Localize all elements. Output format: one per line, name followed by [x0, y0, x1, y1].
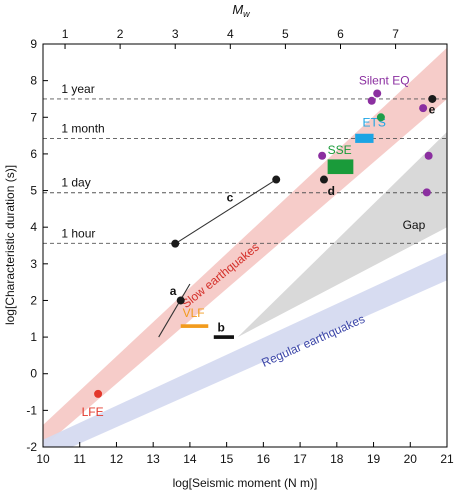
segment-c-line	[174, 179, 277, 245]
x-axis-label: log[Seismic moment (N m)]	[173, 476, 318, 490]
y-tick-label: 6	[30, 147, 37, 161]
y-tick-label: 1	[30, 330, 37, 344]
gap-label: Gap	[403, 218, 426, 232]
top-tick-label: 7	[392, 27, 399, 41]
plot-frame	[42, 43, 448, 448]
y-tick-label: 5	[30, 184, 37, 198]
data-point	[428, 94, 437, 103]
rect-label: SSE	[328, 143, 352, 157]
data-point	[419, 104, 428, 113]
data-point	[319, 175, 328, 184]
reference-line-label: 1 hour	[61, 226, 95, 240]
x-tick-label: 16	[257, 452, 271, 466]
top-axis-label: Mw	[232, 2, 250, 19]
slow-earthquakes-band	[43, 47, 447, 447]
y-tick-label: 3	[30, 257, 37, 271]
slow-earthquakes-label: Slow earthquakes	[179, 240, 262, 311]
data-point	[424, 151, 433, 160]
rect-sse	[327, 159, 354, 175]
top-tick-label: 6	[337, 27, 344, 41]
rect-vlf	[180, 324, 209, 328]
data-point	[367, 96, 376, 105]
segment-a-line	[158, 283, 191, 338]
x-tick-label: 13	[147, 452, 161, 466]
segment-a-endpoint	[176, 296, 185, 305]
x-tick-label: 20	[404, 452, 418, 466]
top-tick-label: 2	[117, 27, 124, 41]
point-label: e	[429, 103, 436, 117]
segment-label: c	[227, 191, 234, 205]
segment-c-start	[171, 239, 180, 248]
regular-earthquakes-band	[43, 252, 447, 447]
y-tick-label: 9	[30, 37, 37, 51]
data-point	[422, 188, 431, 197]
gap-region	[237, 131, 447, 338]
bands-layer	[43, 47, 447, 447]
data-point	[94, 389, 103, 398]
rect-ets	[355, 133, 374, 143]
top-axis-label-main: M	[232, 2, 243, 17]
top-axis-label-sub: w	[243, 9, 250, 19]
top-tick-label: 1	[62, 27, 69, 41]
x-tick-label: 10	[36, 452, 50, 466]
point-label: LFE	[82, 405, 104, 419]
x-tick-label: 14	[183, 452, 197, 466]
x-tick-label: 21	[440, 452, 454, 466]
y-tick-label: -2	[26, 440, 37, 454]
y-tick-label: 4	[30, 220, 37, 234]
x-tick-label: 17	[293, 452, 307, 466]
point-label: d	[328, 184, 335, 198]
x-tick-label: 19	[367, 452, 381, 466]
data-point	[318, 151, 327, 160]
reference-lines-layer: 1 year 1 month 1 day 1 hour	[43, 82, 447, 244]
reference-line-label: 1 month	[61, 122, 104, 136]
segment-c-end	[272, 175, 281, 184]
top-tick-label: 5	[282, 27, 289, 41]
x-tick-label: 15	[220, 452, 234, 466]
rect-label: b	[217, 321, 224, 335]
rect-b	[213, 335, 234, 339]
x-tick-label: 12	[110, 452, 124, 466]
data-point	[376, 113, 385, 122]
reference-line-label: 1 year	[61, 82, 94, 96]
segment-label: a	[170, 284, 177, 298]
x-tick-label: 18	[330, 452, 344, 466]
top-tick-label: 4	[227, 27, 234, 41]
y-tick-label: -1	[26, 403, 37, 417]
y-tick-label: 7	[30, 110, 37, 124]
y-axis-label: log[Characteristic duration (s)]	[3, 165, 17, 325]
data-point	[373, 89, 382, 98]
y-tick-label: 8	[30, 74, 37, 88]
point-label: Silent EQ	[359, 73, 410, 87]
top-tick-label: 3	[172, 27, 179, 41]
y-tick-label: 0	[30, 367, 37, 381]
x-tick-label: 11	[73, 452, 86, 466]
reference-line-label: 1 day	[61, 176, 90, 190]
rect-label: VLF	[183, 306, 205, 320]
y-tick-label: 2	[30, 293, 37, 307]
